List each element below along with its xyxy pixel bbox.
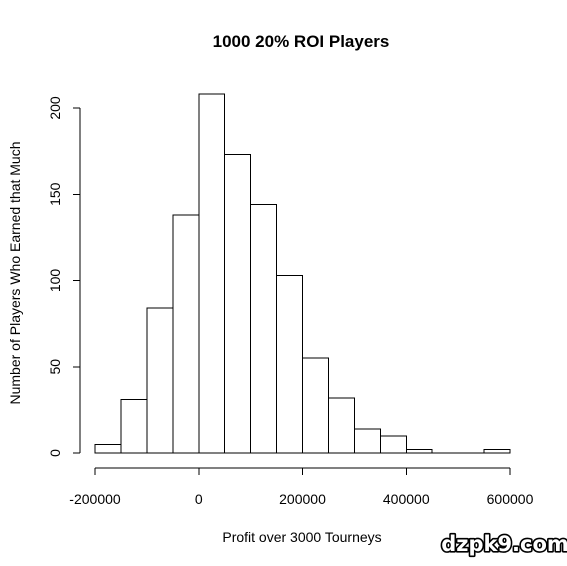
histogram-bar-1 (120, 399, 148, 454)
histogram-bar-3 (172, 214, 200, 454)
histogram-bars (94, 93, 511, 454)
chart-title: 1000 20% ROI Players (213, 32, 390, 51)
y-axis-label: Number of Players Who Earned that Much (7, 141, 23, 404)
y-tick-label-4: 200 (47, 96, 63, 120)
y-tick-label-1: 50 (47, 359, 63, 375)
histogram-bar-8 (302, 357, 329, 454)
x-axis: -200000 0 200000 400000 600000 (69, 467, 534, 507)
histogram-bar-11 (379, 435, 407, 454)
y-tick-label-0: 0 (47, 449, 63, 457)
x-tick-label-3: 400000 (383, 491, 430, 507)
histogram-bar-2 (146, 307, 174, 454)
x-axis-label: Profit over 3000 Tourneys (222, 529, 381, 545)
histogram-bar-6 (250, 204, 278, 454)
y-axis: 0 50 100 150 200 (47, 96, 81, 457)
histogram-bar-0 (94, 443, 122, 454)
y-tick-label-2: 100 (47, 269, 63, 293)
watermark-logo: dzpk9.com (441, 532, 567, 556)
histogram-bar-4 (198, 93, 226, 454)
histogram-bar-12 (405, 449, 433, 454)
x-tick-label-0: -200000 (69, 491, 121, 507)
histogram-bar-15 (483, 449, 511, 454)
x-tick-label-2: 200000 (279, 491, 326, 507)
histogram-bar-9 (327, 397, 355, 454)
histogram-bar-10 (353, 428, 381, 454)
x-tick-label-4: 600000 (487, 491, 534, 507)
x-tick-label-1: 0 (195, 491, 203, 507)
histogram-bar-5 (224, 154, 252, 454)
y-tick-label-3: 150 (47, 182, 63, 206)
histogram-bar-7 (276, 274, 303, 454)
